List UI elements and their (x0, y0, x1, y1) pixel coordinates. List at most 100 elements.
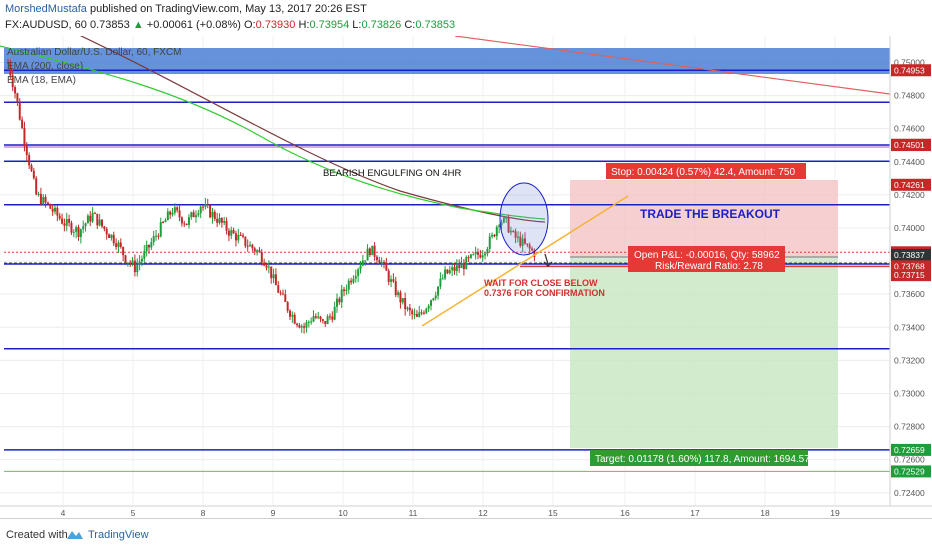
candle-body (192, 212, 195, 218)
created-with-text: Created with (6, 529, 68, 541)
close-label: C: (404, 19, 416, 31)
candle-body (305, 322, 308, 328)
candle-body (75, 227, 78, 232)
candle-body (352, 278, 355, 283)
price-label-box (891, 178, 931, 191)
candle-body (277, 285, 280, 293)
candle-body (375, 256, 378, 261)
wait-note-line2: 0.7376 FOR CONFIRMATION (484, 288, 605, 298)
candle-body (162, 222, 165, 224)
target-zone (570, 257, 838, 448)
price-label: 0.74953 (894, 65, 925, 75)
candle-body (178, 210, 181, 218)
candle-body (420, 312, 423, 314)
x-tick-label: 8 (201, 508, 206, 518)
candle-body (441, 278, 444, 280)
high-label: H: (298, 19, 310, 31)
candle-body (49, 204, 52, 209)
change-value: +0.00061 (+0.08%) (146, 19, 241, 31)
candle-body (56, 207, 59, 216)
candle-body (136, 264, 139, 273)
candle-body (16, 93, 19, 103)
candle-body (242, 235, 244, 237)
candle-body (131, 260, 134, 264)
candle-body (481, 255, 484, 258)
x-tick-label: 4 (61, 508, 66, 518)
candle-body (58, 215, 61, 219)
candle-body (321, 319, 324, 321)
price-label-box (891, 64, 931, 77)
candle-body (380, 261, 383, 263)
candle-body (328, 316, 331, 318)
legend-ema-18: EMA (18, EMA) (7, 75, 76, 86)
candle-body (82, 226, 85, 230)
price-label: 0.73715 (894, 270, 925, 280)
x-tick-label: 18 (760, 508, 770, 518)
candle-body (253, 248, 256, 252)
price-labels: 0.749530.745030.745010.742610.738530.738… (891, 64, 931, 478)
candle-body (251, 244, 254, 249)
candle-body (340, 289, 343, 303)
candle-body (115, 243, 118, 247)
candle-body (133, 260, 136, 273)
candle-body (220, 217, 223, 223)
candle-body (528, 244, 531, 249)
candle-body (368, 248, 371, 256)
open-value: 0.73930 (255, 19, 296, 31)
candle-body (72, 231, 75, 233)
candle-body (479, 254, 482, 258)
candle-body (105, 228, 108, 235)
candle-body (237, 234, 240, 241)
tradingview-logo-icon (67, 531, 83, 539)
chart-header: MorshedMustafa published on TradingView.… (0, 0, 932, 36)
candle-body (397, 292, 400, 296)
candle-body (256, 250, 259, 252)
author-link[interactable]: MorshedMustafa (5, 3, 87, 15)
candle-body (460, 263, 463, 269)
candle-body (312, 316, 315, 322)
candle-body (7, 62, 9, 64)
candle-body (293, 314, 296, 324)
candle-body (93, 212, 96, 214)
price-label: 0.72659 (894, 445, 925, 455)
candle-body (307, 321, 310, 323)
candle-body (430, 300, 432, 306)
price-chart[interactable]: 0.75000 0.74800 0.74600 0.74400 0.74200 0.740… (0, 36, 932, 518)
candle-body (267, 266, 270, 268)
published-text: published on TradingView.com, May 13, 20… (90, 3, 367, 15)
candle-body (387, 270, 390, 282)
last-price: 0.73853 (89, 19, 130, 31)
candle-body (213, 211, 216, 219)
candle-body (406, 307, 409, 310)
candle-body (187, 217, 190, 225)
y-tick-label: 0.73000 (894, 388, 925, 398)
candle-body (211, 211, 214, 218)
price-label-box (891, 248, 931, 261)
candle-body (84, 223, 87, 227)
tradingview-brand[interactable]: TradingView (88, 529, 149, 541)
price-label-box (891, 269, 931, 282)
candle-body (324, 320, 327, 324)
candle-body (448, 270, 451, 274)
candle-body (46, 202, 49, 205)
candle-body (354, 275, 357, 279)
candle-body (145, 244, 148, 252)
candle-body (209, 205, 212, 218)
candle-body (157, 235, 160, 237)
candle-body (101, 219, 103, 227)
publish-line: MorshedMustafa published on TradingView.… (5, 3, 367, 15)
ema-18-line (0, 45, 546, 220)
candle-body (9, 62, 12, 76)
candle-body (206, 204, 209, 206)
candle-body (195, 215, 197, 218)
bearish-engulfing-note: BEARISH ENGULFING ON 4HR (323, 168, 461, 179)
candle-body (197, 213, 200, 216)
y-tick-label: 0.75000 (894, 57, 925, 67)
candle-body (21, 119, 24, 128)
candle-body (68, 218, 71, 223)
y-tick-label: 0.73400 (894, 322, 925, 332)
y-tick-label: 0.74000 (894, 223, 925, 233)
x-tick-label: 15 (548, 508, 558, 518)
candle-body (531, 248, 534, 251)
candle-body (444, 269, 447, 279)
